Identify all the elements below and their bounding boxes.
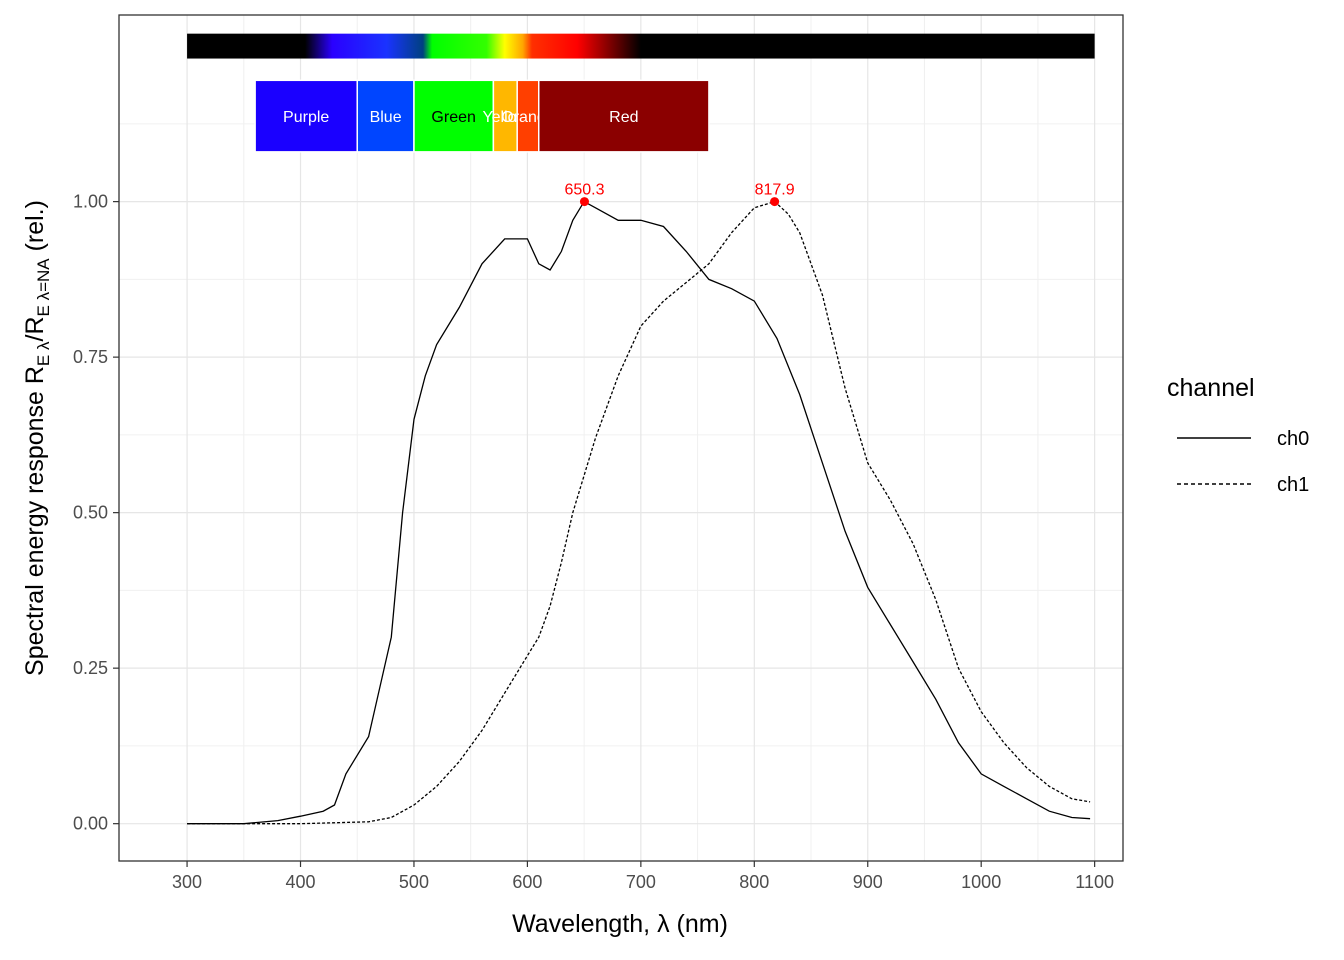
x-axis-ticks: 300 400 500 600 700 800 900 1000 1100 [172, 861, 1114, 892]
color-band-label-purple: Purple [283, 109, 329, 126]
y-axis-title-prefix: Spectral energy response [21, 384, 49, 676]
y-axis-title-slash: / [21, 334, 49, 341]
y-axis-title-sub2: E λ=NA [34, 258, 53, 317]
series-line-ch0 [187, 200, 1091, 825]
x-tick-label: 700 [626, 872, 656, 892]
minor-grid [119, 15, 1123, 861]
y-axis-title-r1: R [21, 366, 49, 384]
major-grid [119, 15, 1123, 861]
color-band-label-green: Green [431, 109, 475, 126]
x-tick-label: 900 [853, 872, 883, 892]
legend-label-ch1: ch1 [1277, 474, 1309, 496]
y-tick-label: 0.75 [73, 347, 108, 367]
legend-title: channel [1167, 374, 1255, 402]
color-band-red [538, 79, 710, 153]
y-axis-title-r2: R [21, 316, 49, 334]
color-band-label-red: Red [609, 109, 638, 126]
plot-panel-background [119, 15, 1123, 861]
series-lines [187, 200, 1091, 825]
legend: channel ch0 ch1 [1167, 374, 1309, 496]
peak-point-ch1 [770, 197, 780, 207]
x-tick-label: 300 [172, 872, 202, 892]
color-band-green [413, 79, 495, 153]
spectrum-bar [187, 33, 1095, 59]
y-axis-title-suffix: (rel.) [21, 200, 49, 258]
peak-label-ch1: 817.9 [755, 182, 795, 199]
plot-panel-border [118, 14, 1124, 862]
legend-label-ch0: ch0 [1277, 428, 1309, 450]
y-axis-title: Spectral energy response RE λ/RE λ=NA (r… [21, 200, 53, 676]
x-tick-label: 1100 [1075, 872, 1114, 892]
y-tick-label: 0.50 [73, 503, 108, 523]
y-tick-label: 0.00 [73, 814, 108, 834]
y-axis-title-sub1: E λ [34, 341, 53, 366]
series-line-ch1 [187, 200, 1091, 825]
y-tick-label: 1.00 [73, 192, 108, 212]
x-tick-label: 600 [512, 872, 542, 892]
x-tick-label: 1000 [961, 872, 1001, 892]
x-axis-title: Wavelength, λ (nm) [512, 910, 728, 938]
y-tick-label: 0.25 [73, 658, 108, 678]
x-tick-label: 400 [285, 872, 315, 892]
y-axis-ticks: 0.00 0.25 0.50 0.75 1.00 [73, 192, 119, 834]
x-tick-label: 800 [739, 872, 769, 892]
peak-label-ch0: 650.3 [564, 182, 604, 199]
color-band-label-blue: Blue [370, 109, 402, 126]
peak-markers: 650.3 817.9 [564, 182, 795, 207]
peak-point-ch0 [579, 197, 589, 207]
x-tick-label: 500 [399, 872, 429, 892]
